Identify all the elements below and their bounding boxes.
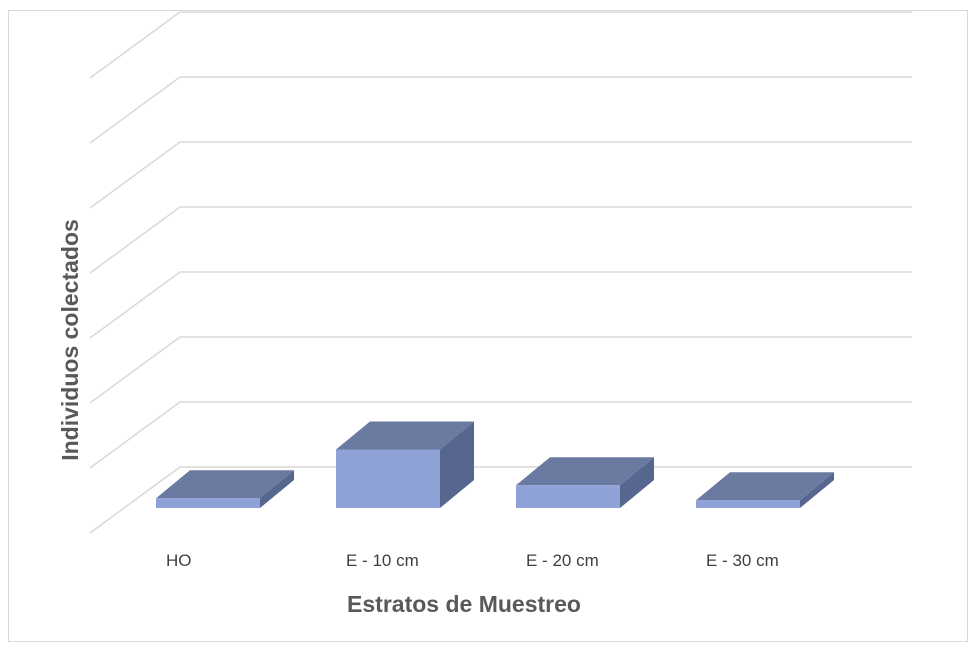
bar xyxy=(516,457,654,508)
x-tick-labels: HO E - 10 cm E - 20 cm E - 30 cm xyxy=(166,551,779,570)
gridline xyxy=(89,206,912,274)
bar-side-face xyxy=(440,421,474,508)
x-tick-label: E - 10 cm xyxy=(346,551,419,570)
bar xyxy=(336,421,474,508)
bar-front-face xyxy=(696,500,800,508)
bar xyxy=(156,470,294,508)
bar-front-face xyxy=(336,449,440,508)
gridline xyxy=(89,336,912,404)
bar-front-face xyxy=(516,485,620,508)
bar-side-face xyxy=(260,470,294,508)
gridline xyxy=(89,466,912,534)
gridline xyxy=(89,271,912,339)
bar-front-face xyxy=(156,498,260,508)
x-tick-label: E - 30 cm xyxy=(706,551,779,570)
bar-top-face xyxy=(696,472,834,501)
bar xyxy=(696,472,834,508)
chart-frame xyxy=(8,10,968,642)
gridline xyxy=(89,11,912,79)
bar-side-face xyxy=(620,457,654,508)
gridline xyxy=(89,76,912,144)
x-axis-title: Estratos de Muestreo xyxy=(347,591,581,617)
x-tick-label: E - 20 cm xyxy=(526,551,599,570)
bar-side-face xyxy=(800,472,834,508)
gridlines xyxy=(89,11,912,534)
bar-series xyxy=(156,421,834,508)
bar-top-face xyxy=(336,421,474,450)
bar-top-face xyxy=(516,457,654,486)
bar-top-face xyxy=(156,470,294,499)
y-axis-title: Individuos colectados xyxy=(57,219,83,461)
gridline xyxy=(89,141,912,209)
gridline xyxy=(89,401,912,469)
x-tick-label: HO xyxy=(166,551,192,570)
